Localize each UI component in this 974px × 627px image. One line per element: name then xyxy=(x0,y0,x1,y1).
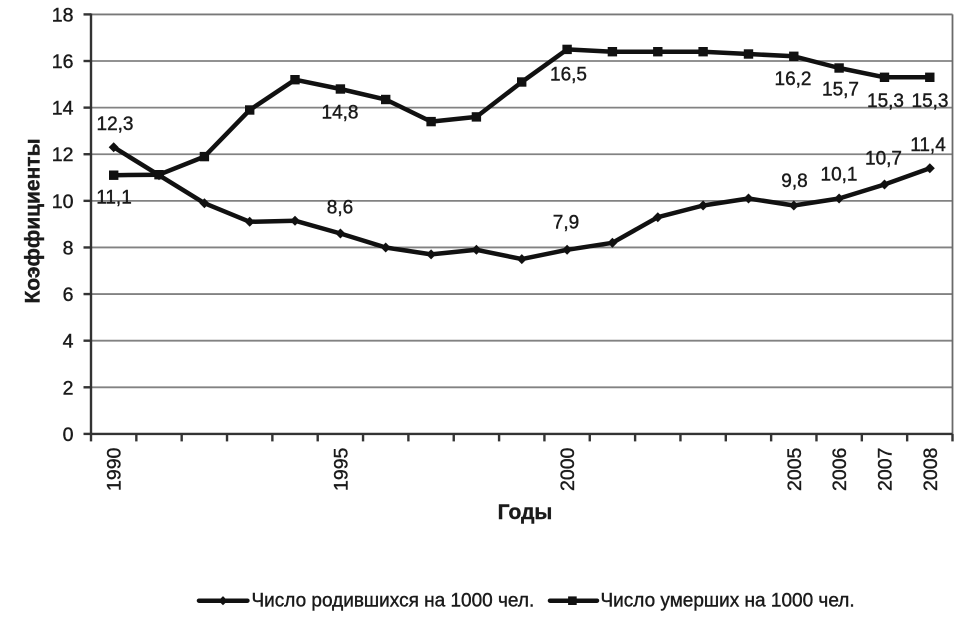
svg-text:10: 10 xyxy=(52,191,74,213)
svg-text:6: 6 xyxy=(63,284,74,306)
svg-text:2006: 2006 xyxy=(829,448,851,491)
svg-text:11,1: 11,1 xyxy=(96,188,132,209)
svg-text:15,3: 15,3 xyxy=(912,91,949,112)
svg-text:Число родившихся на 1000 чел.: Число родившихся на 1000 чел. xyxy=(252,591,535,612)
svg-text:2000: 2000 xyxy=(557,447,579,491)
svg-text:16,2: 16,2 xyxy=(775,69,812,90)
svg-text:9,8: 9,8 xyxy=(781,171,807,192)
svg-text:0: 0 xyxy=(63,424,74,446)
svg-text:8,6: 8,6 xyxy=(327,198,353,219)
svg-text:16: 16 xyxy=(52,51,74,73)
svg-text:1990: 1990 xyxy=(104,447,126,491)
svg-text:2005: 2005 xyxy=(784,447,806,491)
svg-text:8: 8 xyxy=(63,238,74,260)
svg-text:Коэффициенты: Коэффициенты xyxy=(22,138,45,303)
svg-text:15,7: 15,7 xyxy=(822,80,859,101)
svg-text:11,4: 11,4 xyxy=(910,135,946,156)
svg-text:7,9: 7,9 xyxy=(553,213,579,234)
svg-text:2007: 2007 xyxy=(875,448,897,491)
svg-text:10,1: 10,1 xyxy=(821,165,858,186)
svg-text:18: 18 xyxy=(52,4,74,26)
svg-text:10,7: 10,7 xyxy=(865,149,902,170)
svg-text:Годы: Годы xyxy=(498,501,553,524)
svg-text:Число умерших на 1000 чел.: Число умерших на 1000 чел. xyxy=(601,591,855,612)
svg-text:15,3: 15,3 xyxy=(867,91,904,112)
svg-text:2008: 2008 xyxy=(920,448,942,491)
svg-text:14: 14 xyxy=(52,98,74,120)
svg-text:12,3: 12,3 xyxy=(97,114,134,135)
svg-text:16,5: 16,5 xyxy=(550,65,587,86)
svg-text:12: 12 xyxy=(52,144,74,166)
svg-text:1995: 1995 xyxy=(330,447,352,491)
svg-text:2: 2 xyxy=(63,377,74,399)
svg-text:4: 4 xyxy=(63,331,74,353)
svg-text:14,8: 14,8 xyxy=(322,103,359,124)
